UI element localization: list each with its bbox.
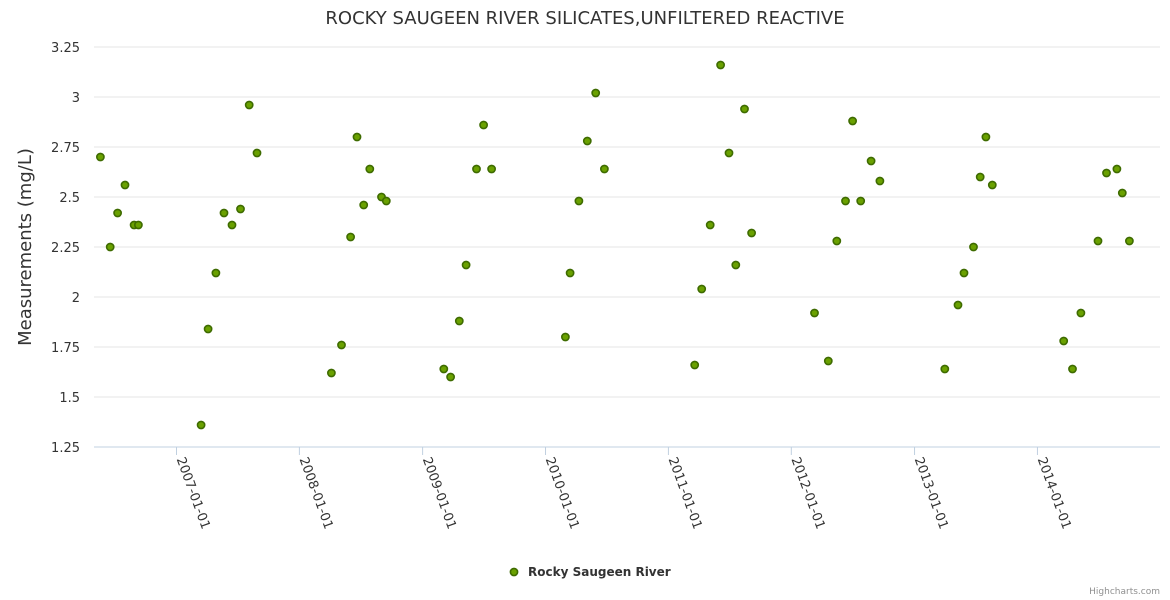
data-point[interactable] bbox=[716, 60, 725, 70]
data-point[interactable] bbox=[479, 120, 488, 130]
x-tick-label: 2014-01-01 bbox=[1034, 455, 1074, 531]
chart-title: ROCKY SAUGEEN RIVER SILICATES,UNFILTERED… bbox=[325, 8, 844, 29]
data-point[interactable] bbox=[959, 268, 969, 278]
data-point[interactable] bbox=[697, 284, 707, 294]
data-point[interactable] bbox=[574, 196, 584, 206]
data-point[interactable] bbox=[832, 236, 842, 246]
y-tick-label: 3 bbox=[72, 91, 80, 106]
data-point[interactable] bbox=[487, 164, 496, 174]
data-point[interactable] bbox=[747, 228, 756, 238]
data-point[interactable] bbox=[120, 180, 130, 190]
data-point[interactable] bbox=[133, 220, 143, 230]
data-point[interactable] bbox=[591, 88, 601, 98]
data-point[interactable] bbox=[1125, 236, 1134, 246]
legend-item-label[interactable]: Rocky Saugeen River bbox=[528, 565, 671, 579]
y-tick-label: 2.5 bbox=[59, 191, 80, 206]
data-point[interactable] bbox=[1102, 168, 1111, 178]
data-point[interactable] bbox=[875, 176, 885, 186]
data-point[interactable] bbox=[1068, 364, 1077, 374]
data-point[interactable] bbox=[105, 242, 115, 252]
data-point[interactable] bbox=[565, 268, 575, 278]
data-point[interactable] bbox=[196, 420, 206, 430]
x-tick-label: 2013-01-01 bbox=[911, 455, 951, 531]
data-point[interactable] bbox=[211, 268, 221, 278]
data-point[interactable] bbox=[359, 200, 369, 210]
data-point[interactable] bbox=[113, 208, 122, 218]
data-point[interactable] bbox=[236, 204, 245, 214]
data-point[interactable] bbox=[252, 148, 262, 158]
y-tick-label: 1.5 bbox=[59, 391, 80, 406]
y-tick-label: 1.25 bbox=[51, 441, 80, 456]
y-tick-label: 2.25 bbox=[51, 241, 80, 256]
data-point[interactable] bbox=[690, 360, 700, 370]
data-point[interactable] bbox=[472, 164, 481, 174]
data-point[interactable] bbox=[600, 164, 609, 174]
y-axis-label: Measurements (mg/L) bbox=[15, 148, 36, 346]
x-tick-label: 2010-01-01 bbox=[542, 455, 582, 531]
data-point[interactable] bbox=[987, 180, 997, 190]
data-point[interactable] bbox=[969, 242, 978, 252]
data-point[interactable] bbox=[724, 148, 734, 158]
data-point[interactable] bbox=[244, 100, 254, 110]
data-point[interactable] bbox=[446, 372, 455, 382]
data-point[interactable] bbox=[337, 340, 346, 350]
credits-link[interactable]: Highcharts.com bbox=[1089, 587, 1160, 597]
data-point[interactable] bbox=[352, 132, 362, 142]
legend-marker-icon bbox=[509, 567, 519, 577]
y-tick-label: 2 bbox=[72, 291, 80, 306]
x-tick-label: 2011-01-01 bbox=[665, 455, 705, 531]
data-point[interactable] bbox=[346, 232, 355, 242]
y-axis-ticks: 1.25 1.5 1.75 2 2.25 2.5 2.75 3 3.25 bbox=[51, 41, 80, 456]
data-point[interactable] bbox=[1112, 164, 1122, 174]
y-tick-label: 1.75 bbox=[51, 341, 80, 356]
data-point[interactable] bbox=[227, 220, 237, 230]
x-tick-label: 2007-01-01 bbox=[173, 455, 213, 531]
data-point[interactable] bbox=[848, 116, 857, 126]
data-point[interactable] bbox=[705, 220, 715, 230]
data-point[interactable] bbox=[1076, 308, 1086, 318]
data-point[interactable] bbox=[326, 368, 336, 378]
series-rocky-saugeen-river bbox=[96, 60, 1134, 430]
data-point[interactable] bbox=[1059, 336, 1069, 346]
data-point[interactable] bbox=[219, 208, 229, 218]
x-tick-label: 2008-01-01 bbox=[296, 455, 336, 531]
data-point[interactable] bbox=[365, 164, 375, 174]
data-point[interactable] bbox=[981, 132, 991, 142]
legend[interactable]: Rocky Saugeen River bbox=[509, 565, 671, 579]
data-point[interactable] bbox=[96, 152, 105, 162]
y-tick-label: 2.75 bbox=[51, 141, 80, 156]
data-point[interactable] bbox=[823, 356, 833, 366]
data-point[interactable] bbox=[439, 364, 449, 374]
data-point[interactable] bbox=[975, 172, 985, 182]
y-tick-label: 3.25 bbox=[51, 41, 80, 56]
data-point[interactable] bbox=[810, 308, 819, 318]
data-point[interactable] bbox=[731, 260, 741, 270]
data-point[interactable] bbox=[454, 316, 464, 326]
data-point[interactable] bbox=[561, 332, 570, 342]
gridlines bbox=[94, 46, 1160, 398]
data-point[interactable] bbox=[856, 196, 866, 206]
data-point[interactable] bbox=[841, 196, 850, 206]
data-point[interactable] bbox=[582, 136, 592, 146]
data-point[interactable] bbox=[740, 104, 749, 114]
data-point[interactable] bbox=[1093, 236, 1103, 246]
data-point[interactable] bbox=[953, 300, 963, 310]
data-point[interactable] bbox=[866, 156, 876, 166]
x-axis-ticks: 2007-01-01 2008-01-01 2009-01-01 2010-01-01… bbox=[173, 447, 1074, 531]
data-point[interactable] bbox=[203, 324, 213, 334]
x-tick-label: 2009-01-01 bbox=[419, 455, 459, 531]
data-point[interactable] bbox=[1117, 188, 1127, 198]
data-point[interactable] bbox=[940, 364, 950, 374]
x-tick-label: 2012-01-01 bbox=[788, 455, 828, 531]
data-point[interactable] bbox=[461, 260, 471, 270]
data-point[interactable] bbox=[381, 196, 391, 206]
